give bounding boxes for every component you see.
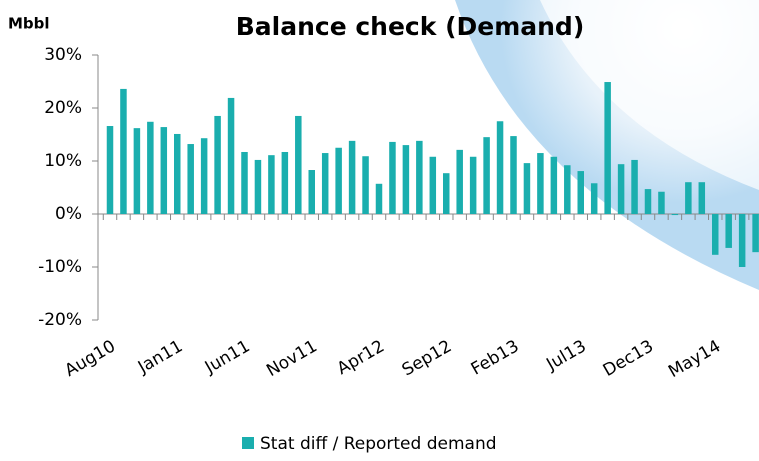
bar (268, 155, 275, 214)
bar (699, 182, 706, 214)
x-tick-label: Feb13 (468, 336, 523, 379)
bar (591, 183, 598, 214)
bar (645, 189, 652, 214)
bar (631, 160, 638, 214)
y-tick-label: 30% (44, 45, 82, 65)
bar (322, 153, 329, 214)
x-tick-label: Jan11 (134, 336, 186, 378)
bar (201, 138, 208, 214)
bar (443, 173, 450, 214)
bar (551, 157, 558, 214)
bar (389, 142, 396, 214)
bar (309, 170, 316, 214)
bar (241, 152, 248, 214)
x-tick-label: Jun11 (201, 336, 254, 378)
bar (147, 122, 154, 214)
bar (618, 164, 625, 214)
legend-label: Stat diff / Reported demand (260, 434, 497, 454)
bar (578, 171, 585, 214)
bar (604, 82, 611, 214)
bar (376, 184, 383, 214)
bar (537, 153, 544, 214)
bar (255, 160, 262, 214)
chart: Mbbl Balance check (Demand) -20% -10% 0% 10… (0, 0, 759, 461)
chart-title: Balance check (Demand) (236, 12, 585, 41)
bar (362, 156, 369, 214)
x-tick-label: Apr12 (334, 336, 388, 379)
bar (335, 148, 342, 214)
bar (403, 145, 410, 214)
y-tick-label: 0% (55, 204, 82, 224)
x-tick-label: Dec13 (600, 336, 657, 381)
bar (752, 214, 759, 252)
bar (161, 127, 168, 214)
y-tick-label: -20% (38, 310, 82, 330)
x-tick-label: Aug10 (62, 336, 119, 381)
bar (187, 144, 194, 214)
bar (672, 214, 679, 215)
bar (658, 192, 665, 214)
bar (470, 157, 477, 214)
y-tick-label: 10% (44, 151, 82, 171)
bar (524, 163, 531, 214)
bar (712, 214, 719, 255)
x-tick-label: May14 (665, 336, 724, 382)
bar (483, 137, 490, 214)
unit-label: Mbbl (8, 15, 50, 33)
bar (134, 128, 141, 214)
x-tick-label: Nov11 (263, 336, 320, 381)
bar (430, 157, 437, 214)
bar (228, 98, 235, 214)
bar (685, 182, 692, 214)
y-tick-label: -10% (38, 257, 82, 277)
bar (214, 116, 221, 214)
bar (120, 89, 127, 214)
bar (497, 121, 504, 214)
bar (295, 116, 302, 214)
bar (456, 150, 463, 214)
legend-swatch (242, 437, 254, 449)
bar (564, 165, 571, 214)
bar (174, 134, 181, 214)
bar (739, 214, 746, 267)
bar (349, 141, 356, 214)
bar (416, 141, 423, 214)
x-tick-label: Sep12 (399, 336, 455, 380)
y-tick-label: 20% (44, 98, 82, 118)
bar (510, 136, 517, 214)
x-tick-label: Jul13 (542, 336, 589, 375)
bar (282, 152, 289, 214)
bar (725, 214, 732, 248)
bar (107, 126, 114, 214)
